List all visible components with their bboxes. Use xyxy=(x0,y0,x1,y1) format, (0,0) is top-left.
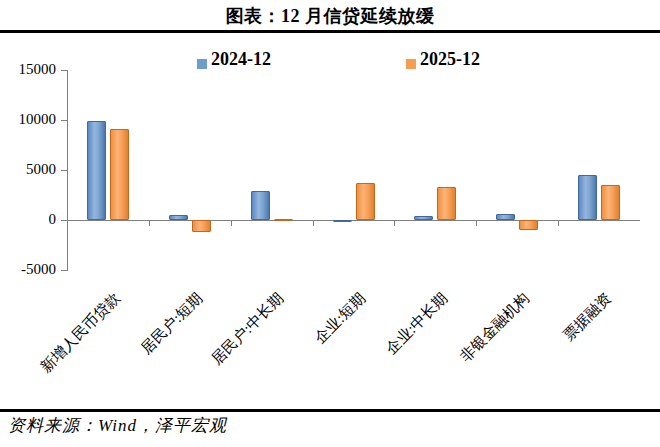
top-divider xyxy=(0,30,660,33)
x-tick-mark xyxy=(558,221,559,226)
bar xyxy=(356,183,375,220)
legend-swatch-2025-12 xyxy=(406,59,416,69)
bar xyxy=(192,220,211,232)
page-title: 图表：12 月信贷延续放缓 xyxy=(0,4,660,28)
bar xyxy=(110,129,129,220)
bar xyxy=(333,220,352,222)
category-label: 居民户:短期 xyxy=(137,289,206,358)
y-tick-label: 5000 xyxy=(2,162,56,177)
legend-label-2025-12: 2025-12 xyxy=(420,49,480,70)
category-label: 票据融资 xyxy=(560,289,616,345)
bar xyxy=(437,187,456,220)
category-label: 非银金融机构 xyxy=(457,289,534,366)
x-tick-mark xyxy=(313,221,314,226)
bar xyxy=(87,121,106,220)
bar xyxy=(519,220,538,230)
bottom-divider xyxy=(0,409,660,412)
y-tick-mark xyxy=(61,70,67,71)
x-tick-mark xyxy=(394,221,395,226)
y-tick-label: 10000 xyxy=(2,112,56,127)
y-axis-line xyxy=(67,70,68,271)
y-tick-label: 0 xyxy=(2,212,56,227)
bar xyxy=(601,185,620,220)
y-tick-mark xyxy=(61,170,67,171)
bar xyxy=(274,219,293,221)
y-tick-label: -5000 xyxy=(2,262,56,277)
x-tick-mark xyxy=(231,221,232,226)
y-tick-mark xyxy=(61,270,67,271)
legend-label-2024-12: 2024-12 xyxy=(211,49,271,70)
source-note: 资料来源：Wind，泽平宏观 xyxy=(8,414,227,437)
x-axis-line xyxy=(67,220,640,221)
bar xyxy=(496,214,515,220)
x-tick-mark xyxy=(149,221,150,226)
bar xyxy=(578,175,597,220)
bar xyxy=(251,191,270,220)
y-tick-mark xyxy=(61,220,67,221)
category-label: 新增人民币贷款 xyxy=(37,289,125,377)
y-tick-label: 15000 xyxy=(2,62,56,77)
category-label: 企业:短期 xyxy=(311,289,370,348)
y-tick-mark xyxy=(61,120,67,121)
bar xyxy=(414,216,433,220)
x-tick-mark xyxy=(476,221,477,226)
category-label: 企业:中长期 xyxy=(382,289,451,358)
chart-page: 图表：12 月信贷延续放缓 2024-12 2025-12 15000 10000… xyxy=(0,0,660,447)
category-label: 居民户:中长期 xyxy=(208,289,288,369)
bar xyxy=(169,215,188,220)
legend-swatch-2024-12 xyxy=(197,59,207,69)
